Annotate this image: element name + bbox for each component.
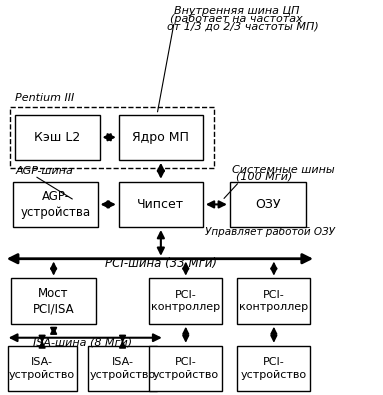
Text: Управляет работой ОЗУ: Управляет работой ОЗУ (205, 227, 335, 237)
Bar (11, 278, 96, 324)
Bar (230, 182, 306, 227)
Text: Чипсет: Чипсет (137, 198, 185, 211)
Bar (4, 251, 316, 266)
Text: PCI-
устройство: PCI- устройство (241, 357, 307, 380)
Text: (работает на частотах: (работает на частотах (170, 14, 303, 24)
Bar (119, 182, 203, 227)
Bar (149, 278, 222, 324)
Text: (100 Мги): (100 Мги) (236, 172, 292, 182)
Text: Внутренняя шина ЦП: Внутренняя шина ЦП (174, 6, 300, 16)
Text: PCI-
устройство: PCI- устройство (153, 357, 219, 380)
Text: AGP-шина: AGP-шина (15, 166, 73, 176)
Text: Кэш L2: Кэш L2 (34, 131, 80, 144)
Bar (237, 346, 310, 391)
Bar (149, 346, 222, 391)
Text: PCI-
контроллер: PCI- контроллер (151, 290, 220, 312)
Text: Pentium III: Pentium III (15, 93, 75, 103)
Text: Ядро МП: Ядро МП (133, 131, 189, 144)
Bar (13, 182, 98, 227)
Text: PCI-
контроллер: PCI- контроллер (239, 290, 308, 312)
Text: Системные шины: Системные шины (232, 165, 334, 175)
Text: PCI-шина (33 Мги): PCI-шина (33 Мги) (105, 258, 217, 270)
Bar (8, 346, 77, 391)
Text: от 1/3 до 2/3 частоты МП): от 1/3 до 2/3 частоты МП) (167, 22, 318, 32)
Text: ISA-
устройство: ISA- устройство (90, 357, 155, 380)
Bar (88, 346, 157, 391)
Bar (15, 115, 100, 160)
Text: ISA-
устройство: ISA- устройство (9, 357, 75, 380)
Text: AGP-
устройства: AGP- устройства (20, 190, 91, 219)
Text: ISA-шина (8 Мги): ISA-шина (8 Мги) (33, 337, 132, 348)
Bar (10, 107, 214, 168)
Text: ОЗУ: ОЗУ (255, 198, 281, 211)
Bar (119, 115, 203, 160)
Text: Мост
PCI/ISA: Мост PCI/ISA (33, 287, 74, 316)
Bar (237, 278, 310, 324)
